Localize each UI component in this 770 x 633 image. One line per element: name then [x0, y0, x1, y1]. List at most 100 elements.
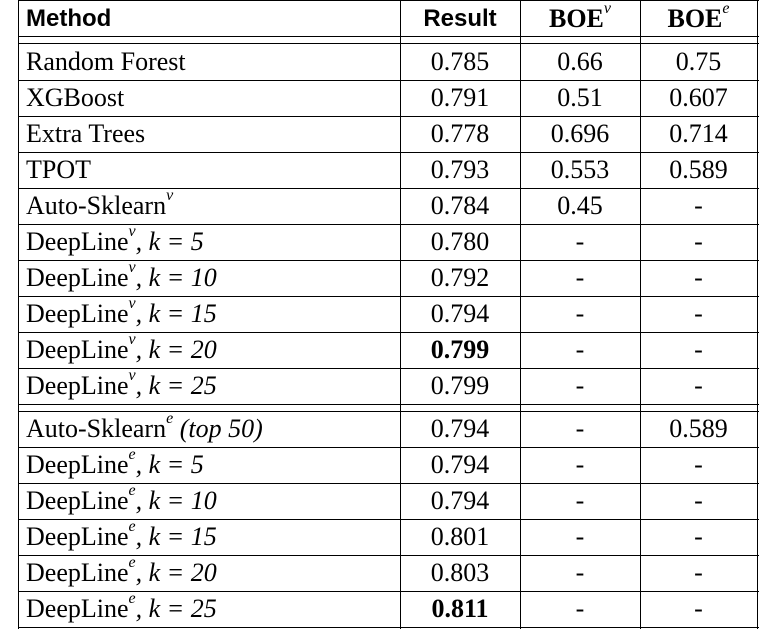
cell-text: 0.794	[430, 299, 490, 328]
result-cell: 0.811	[400, 591, 520, 627]
rule	[18, 188, 759, 189]
cell-text: 0.553	[550, 155, 610, 184]
method-param: , k = 15	[135, 299, 217, 328]
cell-text: -	[575, 594, 585, 623]
rule	[18, 36, 759, 37]
rule	[18, 404, 759, 405]
cell-text: -	[694, 558, 703, 587]
cell-text: -	[694, 299, 703, 328]
method-sup: e	[166, 410, 174, 428]
rule	[18, 627, 759, 628]
method-cell: DeepLinev, k = 20	[18, 332, 400, 368]
cell-text: 0.794	[430, 486, 490, 515]
method-sup: e	[128, 446, 136, 464]
boe-v-cell: -	[520, 447, 640, 483]
cell-text: -	[694, 486, 703, 515]
boe-v-cell: -	[520, 332, 640, 368]
boe-e-cell: -	[640, 483, 757, 519]
method-cell: Random Forest	[18, 44, 400, 80]
result-cell: 0.794	[400, 483, 520, 519]
method-name: Random Forest	[26, 47, 186, 76]
method-name: Extra Trees	[26, 119, 146, 148]
rule	[18, 116, 759, 117]
method-name: DeepLine	[26, 594, 129, 623]
cell-text: 0.793	[430, 155, 490, 184]
cell-text: 0.45	[557, 191, 603, 220]
cell-text: -	[575, 299, 585, 328]
cell-text: -	[575, 486, 585, 515]
column-rule	[640, 0, 641, 629]
method-name: Auto-Sklearn	[26, 191, 167, 220]
cell-text: -	[694, 594, 703, 623]
cell-text: -	[694, 522, 703, 551]
method-name: DeepLine	[26, 263, 129, 292]
header-cell: BOEe	[640, 1, 757, 37]
method-cell: DeepLinee, k = 10	[18, 483, 400, 519]
boe-v-cell: -	[520, 519, 640, 555]
cell-text: 0.696	[550, 119, 610, 148]
boe-e-cell: -	[640, 188, 757, 224]
method-sup: e	[128, 590, 136, 608]
method-name: TPOT	[26, 155, 91, 184]
method-name: DeepLine	[26, 486, 129, 515]
boe-e-cell: -	[640, 224, 757, 260]
method-param: , k = 20	[135, 335, 217, 364]
column-rule	[18, 0, 19, 629]
result-cell: 0.785	[400, 44, 520, 80]
header-text: BOE	[548, 4, 604, 33]
method-param: , k = 25	[135, 594, 217, 623]
boe-v-cell: -	[520, 224, 640, 260]
rule	[18, 260, 759, 261]
method-cell: DeepLinev, k = 25	[18, 368, 400, 404]
boe-e-cell: -	[640, 296, 757, 332]
method-sup: v	[166, 187, 174, 205]
cell-text: 0.801	[430, 522, 490, 551]
method-sup: v	[128, 295, 136, 313]
result-cell: 0.801	[400, 519, 520, 555]
boe-e-cell: -	[640, 368, 757, 404]
cell-text: 0.811	[431, 594, 489, 623]
method-param: , k = 20	[135, 558, 217, 587]
cell-text: 0.75	[675, 47, 722, 76]
rule	[18, 224, 759, 225]
method-cell: Auto-Sklearne (top 50)	[18, 411, 400, 447]
method-cell: TPOT	[18, 152, 400, 188]
cell-text: 0.799	[430, 371, 490, 400]
method-param: , k = 10	[135, 263, 217, 292]
cell-text: -	[575, 227, 585, 256]
cell-text: -	[575, 335, 585, 364]
rule	[18, 332, 759, 333]
cell-text: 0.714	[669, 119, 728, 148]
result-cell: 0.780	[400, 224, 520, 260]
method-name: Auto-Sklearn	[26, 414, 167, 443]
boe-e-cell: -	[640, 332, 757, 368]
cell-text: 0.791	[430, 83, 490, 112]
boe-e-cell: -	[640, 447, 757, 483]
cell-text: 0.607	[669, 83, 728, 112]
boe-e-cell: 0.714	[640, 116, 757, 152]
boe-v-cell: -	[520, 483, 640, 519]
cell-text: 0.794	[430, 414, 490, 443]
method-sup: v	[128, 259, 136, 277]
cell-text: -	[694, 335, 703, 364]
rule	[18, 591, 759, 592]
cell-text: 0.66	[557, 47, 603, 76]
method-sup: v	[128, 331, 136, 349]
method-sup: v	[128, 367, 136, 385]
method-sup: v	[128, 223, 136, 241]
cell-text: 0.784	[430, 191, 490, 220]
header-cell: Result	[400, 1, 520, 37]
result-cell: 0.803	[400, 555, 520, 591]
method-cell: DeepLinev, k = 10	[18, 260, 400, 296]
cell-text: -	[575, 414, 585, 443]
method-param: , k = 25	[135, 371, 217, 400]
boe-e-cell: -	[640, 555, 757, 591]
cell-text: 0.794	[430, 450, 490, 479]
result-cell: 0.799	[400, 332, 520, 368]
rule	[18, 368, 759, 369]
method-cell: DeepLinee, k = 20	[18, 555, 400, 591]
header-cell: Method	[18, 1, 400, 37]
method-name: DeepLine	[26, 450, 129, 479]
method-cell: Auto-Sklearnv	[18, 188, 400, 224]
method-cell: DeepLinee, k = 25	[18, 591, 400, 627]
